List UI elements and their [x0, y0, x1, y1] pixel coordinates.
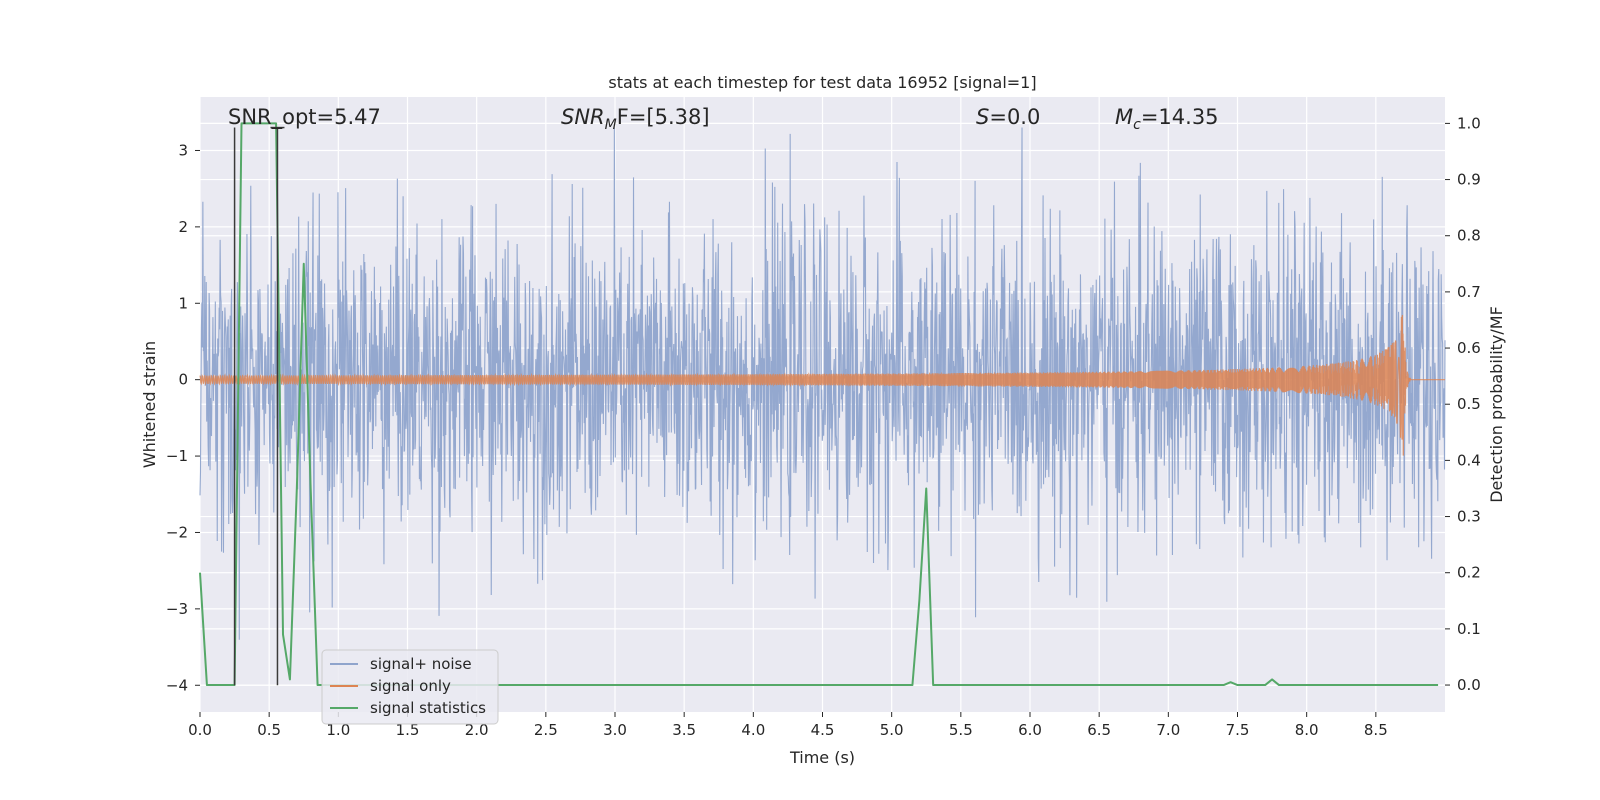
- y-right-tick-label: 0.4: [1457, 451, 1481, 469]
- x-tick-label: 7.0: [1156, 721, 1180, 739]
- y-right-tick-label: 0.1: [1457, 620, 1481, 638]
- y-tick-label: −4: [166, 676, 188, 694]
- annotation-s-symbol: S: [976, 105, 989, 129]
- x-tick-label: 0.0: [188, 721, 212, 739]
- legend-label-signal-only: signal only: [370, 677, 451, 695]
- y-axis-left-label: Whitened strain: [140, 341, 159, 468]
- x-tick-label: 7.5: [1226, 721, 1250, 739]
- annotation-snr-mf-subscript: M: [605, 117, 617, 133]
- x-axis-label: Time (s): [789, 748, 855, 767]
- annotation-snr-mf-value: F=[5.38]: [617, 105, 710, 129]
- x-tick-label: 6.0: [1018, 721, 1042, 739]
- legend-label-signal-statistics: signal statistics: [370, 699, 486, 717]
- x-axis-ticks: 0.0 0.5 1.0 1.5 2.0 2.5 3.0 3.5 4.0 4.5 5.0 5.5 6.0 6…: [188, 712, 1388, 739]
- annotation-snr-mf: SNRMF=[5.38]: [561, 105, 710, 133]
- annotation-s: S=0.0: [976, 105, 1040, 129]
- y-right-tick-label: 0.8: [1457, 227, 1481, 245]
- y-tick-label: −1: [166, 447, 188, 465]
- y-right-tick-label: 1.0: [1457, 114, 1481, 132]
- x-tick-label: 2.0: [465, 721, 489, 739]
- series-signal-only: [199, 314, 1445, 456]
- y-tick-label: 2: [178, 218, 188, 236]
- y-tick-label: −3: [166, 600, 188, 618]
- y-axis-right-ticks: 1.0 0.9 0.8 0.7 0.6 0.5 0.4 0.3 0.2 0.1 0.0: [1445, 114, 1481, 694]
- y-right-tick-label: 0.7: [1457, 283, 1481, 301]
- y-axis-right-label: Detection probability/MF: [1487, 306, 1506, 503]
- y-axis-left-ticks: 3 2 1 0 −1 −2 −3 −4: [166, 141, 200, 694]
- annotation-snr-opt: SNR_opt=5.47: [228, 105, 381, 130]
- series-signal-plus-noise: [199, 127, 1446, 640]
- series-line-signal-plus-noise: [199, 127, 1446, 640]
- annotation-mc-subscript: c: [1133, 117, 1141, 133]
- x-tick-label: 3.0: [603, 721, 627, 739]
- y-tick-label: 3: [178, 141, 188, 159]
- y-right-tick-label: 0.3: [1457, 508, 1481, 526]
- y-tick-label: −2: [166, 523, 188, 541]
- y-right-tick-label: 0.9: [1457, 171, 1481, 189]
- x-tick-label: 8.5: [1364, 721, 1388, 739]
- legend: signal+ noise signal only signal statist…: [321, 649, 499, 725]
- x-tick-label: 1.0: [326, 721, 350, 739]
- annotation-mc: Mc=14.35: [1115, 105, 1219, 133]
- chart-title: stats at each timestep for test data 169…: [608, 73, 1036, 92]
- x-tick-label: 2.5: [534, 721, 558, 739]
- x-tick-label: 4.5: [811, 721, 835, 739]
- series-line-signal-only: [199, 314, 1445, 456]
- x-tick-label: 6.5: [1087, 721, 1111, 739]
- y-tick-label: 1: [178, 294, 188, 312]
- x-tick-label: 0.5: [257, 721, 281, 739]
- annotation-mc-symbol: M: [1115, 105, 1133, 129]
- annotation-s-value: =0.0: [989, 105, 1040, 129]
- marker-lines: [233, 126, 285, 686]
- y-right-tick-label: 0.5: [1457, 395, 1481, 413]
- y-right-tick-label: 0.0: [1457, 676, 1481, 694]
- annotation-snr-mf-symbol: SNR: [561, 105, 605, 129]
- x-tick-label: 1.5: [396, 721, 420, 739]
- y-right-tick-label: 0.2: [1457, 564, 1481, 582]
- legend-box: [321, 649, 499, 725]
- x-tick-label: 5.0: [880, 721, 904, 739]
- x-tick-label: 8.0: [1295, 721, 1319, 739]
- y-tick-label: 0: [178, 371, 188, 389]
- x-tick-label: 4.0: [741, 721, 765, 739]
- x-tick-label: 3.5: [672, 721, 696, 739]
- legend-label-signal-plus-noise: signal+ noise: [370, 655, 472, 673]
- y-right-tick-label: 0.6: [1457, 339, 1481, 357]
- x-tick-label: 5.5: [949, 721, 973, 739]
- annotation-mc-value: =14.35: [1141, 105, 1219, 129]
